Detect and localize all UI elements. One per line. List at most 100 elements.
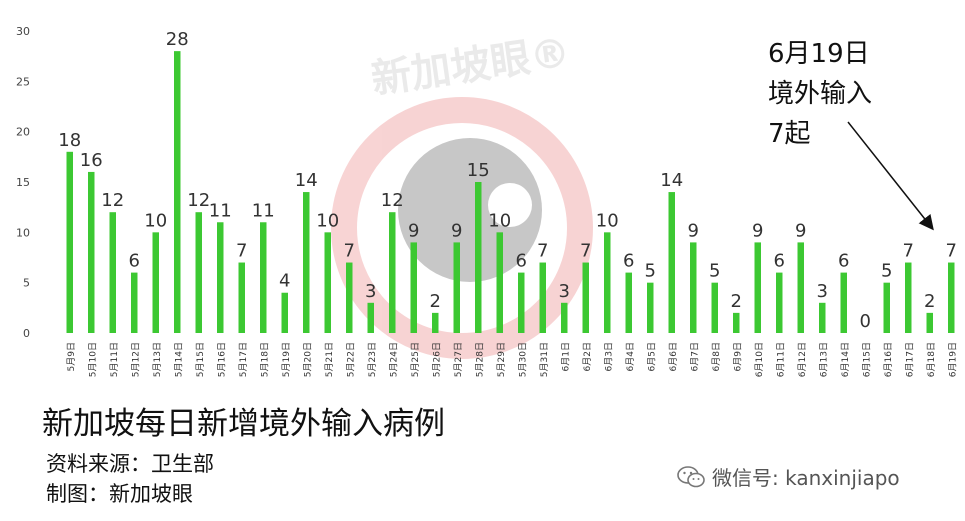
wechat-text: 微信号: kanxinjiapo bbox=[712, 466, 900, 490]
bar bbox=[195, 212, 202, 333]
wechat-icon bbox=[677, 465, 705, 487]
x-tick-label: 5月21日 bbox=[324, 342, 335, 377]
data-label: 9 bbox=[408, 220, 419, 241]
bar bbox=[561, 302, 568, 333]
data-label: 12 bbox=[381, 190, 404, 211]
data-label: 7 bbox=[344, 241, 355, 262]
data-label: 5 bbox=[881, 261, 892, 282]
data-label: 0 bbox=[860, 311, 871, 332]
data-label: 15 bbox=[467, 160, 490, 181]
x-tick-label: 6月15日 bbox=[861, 342, 872, 377]
bar bbox=[496, 232, 503, 333]
data-label: 18 bbox=[58, 130, 81, 151]
data-label: 9 bbox=[688, 220, 699, 241]
x-tick-label: 6月4日 bbox=[625, 342, 636, 371]
x-tick-label: 5月18日 bbox=[259, 342, 270, 377]
y-tick-label: 10 bbox=[16, 226, 30, 239]
bar bbox=[819, 302, 826, 333]
bar bbox=[152, 232, 159, 333]
data-label: 6 bbox=[623, 251, 634, 272]
x-tick-label: 5月15日 bbox=[195, 342, 206, 377]
annotation-line: 境外输入 bbox=[768, 79, 873, 109]
bar bbox=[217, 222, 224, 333]
bar bbox=[238, 262, 245, 333]
data-label: 10 bbox=[488, 210, 511, 231]
bar bbox=[518, 272, 525, 333]
x-tick-label: 6月5日 bbox=[646, 342, 657, 371]
chart-title: 新加坡每日新增境外输入病例 bbox=[42, 406, 445, 442]
data-label: 7 bbox=[537, 241, 548, 262]
x-tick-label: 5月27日 bbox=[453, 342, 464, 377]
x-tick-label: 6月6日 bbox=[668, 342, 679, 371]
x-tick-label: 6月18日 bbox=[926, 342, 937, 377]
x-tick-label: 6月10日 bbox=[754, 342, 765, 377]
bar bbox=[926, 312, 933, 333]
data-label: 10 bbox=[596, 210, 619, 231]
data-label: 28 bbox=[166, 29, 189, 50]
x-tick-label: 5月20日 bbox=[302, 342, 313, 377]
x-tick-label: 5月17日 bbox=[238, 342, 249, 377]
bar bbox=[346, 262, 353, 333]
x-tick-label: 5月23日 bbox=[367, 342, 378, 377]
x-tick-label: 6月14日 bbox=[840, 342, 851, 377]
data-label: 7 bbox=[580, 241, 591, 262]
data-label: 6 bbox=[774, 251, 785, 272]
x-tick-label: 5月26日 bbox=[431, 342, 442, 377]
bar bbox=[625, 272, 632, 333]
x-tick-label: 5月11日 bbox=[109, 342, 120, 377]
bar bbox=[410, 242, 417, 333]
bar bbox=[754, 242, 761, 333]
x-tick-label: 5月28日 bbox=[474, 342, 485, 377]
bar bbox=[174, 51, 181, 334]
x-tick-label: 5月31日 bbox=[539, 342, 550, 377]
wechat-badge: 微信号: kanxinjiapo bbox=[676, 462, 900, 491]
x-tick-label: 5月16日 bbox=[216, 342, 227, 377]
x-axis-tick-labels: 5月9日 5月10日 5月11日 5月12日 5月13日 5月14日 5月15日 5月16日 5… bbox=[66, 342, 959, 377]
data-label: 16 bbox=[80, 150, 103, 171]
bar bbox=[109, 212, 116, 333]
y-tick-label: 15 bbox=[16, 176, 30, 189]
x-tick-label: 5月9日 bbox=[66, 342, 77, 371]
annotation-line: 7起 bbox=[768, 119, 811, 149]
x-tick-label: 5月30日 bbox=[517, 342, 528, 377]
bar bbox=[367, 302, 374, 333]
x-tick-label: 5月10日 bbox=[87, 342, 98, 377]
data-label: 9 bbox=[795, 220, 806, 241]
bar bbox=[776, 272, 783, 333]
data-label: 12 bbox=[187, 190, 210, 211]
y-tick-label: 0 bbox=[23, 327, 30, 340]
bar bbox=[668, 192, 675, 333]
data-label: 7 bbox=[236, 241, 247, 262]
annotation-arrow bbox=[847, 121, 934, 231]
x-tick-label: 6月16日 bbox=[883, 342, 894, 377]
data-label: 2 bbox=[731, 291, 742, 312]
data-label: 6 bbox=[516, 251, 527, 272]
data-label: 12 bbox=[101, 190, 124, 211]
data-label: 3 bbox=[559, 281, 570, 302]
bar bbox=[453, 242, 460, 333]
svg-text:新加坡眼®: 新加坡眼® bbox=[369, 30, 573, 103]
x-tick-label: 6月2日 bbox=[582, 342, 593, 371]
bar bbox=[733, 312, 740, 333]
data-label: 9 bbox=[451, 220, 462, 241]
x-tick-label: 5月25日 bbox=[410, 342, 421, 377]
x-tick-label: 5月29日 bbox=[496, 342, 507, 377]
y-axis: 0 5 10 15 20 25 30 bbox=[16, 25, 30, 340]
bar bbox=[281, 292, 288, 333]
x-tick-label: 5月13日 bbox=[152, 342, 163, 377]
bar-series bbox=[66, 51, 955, 334]
bar bbox=[711, 282, 718, 333]
data-label: 2 bbox=[924, 291, 935, 312]
bar bbox=[883, 282, 890, 333]
x-tick-label: 6月17日 bbox=[904, 342, 915, 377]
source-label: 资料来源：卫生部 bbox=[46, 452, 214, 476]
bar bbox=[389, 212, 396, 333]
x-tick-label: 6月9日 bbox=[732, 342, 743, 371]
annotation-line: 6月19日 bbox=[768, 39, 870, 69]
data-label: 11 bbox=[209, 200, 232, 221]
bar bbox=[475, 182, 482, 333]
y-tick-label: 30 bbox=[16, 25, 30, 38]
x-tick-label: 6月7日 bbox=[689, 342, 700, 371]
